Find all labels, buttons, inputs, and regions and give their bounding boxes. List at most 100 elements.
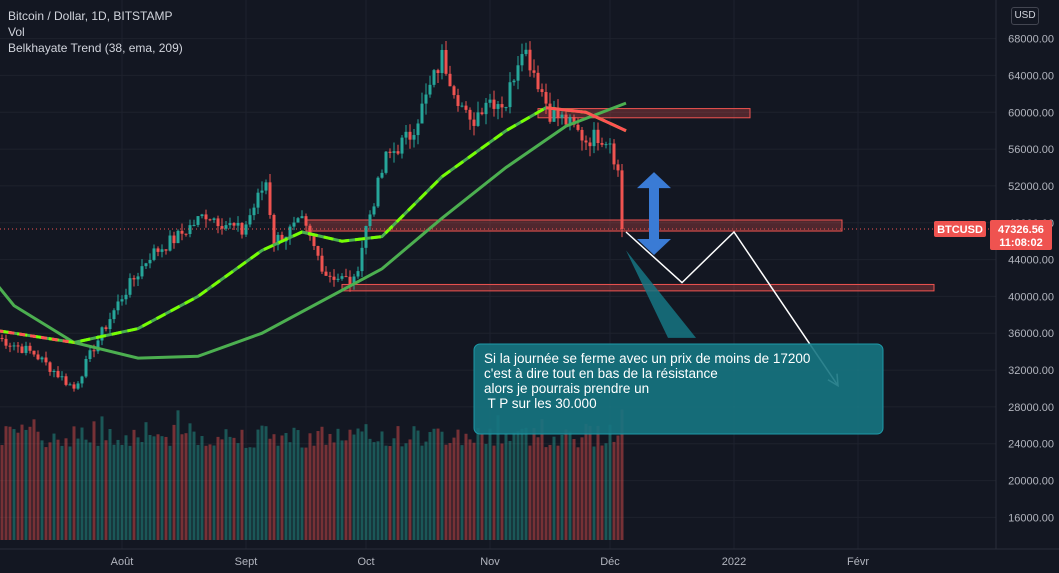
volume-bar <box>408 439 412 540</box>
price-axis[interactable]: 16000.00 20000.00 24000.00 28000.00 32000.00… <box>995 0 1059 573</box>
volume-bar <box>616 435 620 540</box>
candle-body <box>540 89 544 92</box>
candle-body <box>324 271 328 276</box>
candle-body <box>436 70 440 74</box>
volume-bar <box>184 433 188 540</box>
drawings[interactable] <box>625 172 839 388</box>
volume-bar <box>592 446 596 540</box>
candle-body <box>264 182 268 191</box>
symbol-tag <box>934 221 986 237</box>
candle-body <box>500 104 504 108</box>
trend-indicator-label[interactable]: Belkhayate Trend (38, ema, 209) <box>8 41 183 55</box>
price-tags: BTCUSD 47326.56 11:08:02 <box>934 220 1052 250</box>
volume-bar <box>260 425 264 540</box>
candle-body <box>440 49 444 74</box>
time-axis[interactable]: Août Sept Oct Nov Déc 2022 Févr <box>0 548 1059 568</box>
volume-bar <box>312 445 316 540</box>
volume-bar <box>432 428 436 540</box>
volume-bar <box>484 443 488 540</box>
volume-bar <box>12 429 16 540</box>
annotation-box[interactable] <box>473 343 884 435</box>
candle-body <box>204 214 208 220</box>
candle-body <box>488 99 492 103</box>
candle-body <box>328 275 332 277</box>
candle-body <box>156 248 160 252</box>
candle-body <box>416 123 420 136</box>
candle-body <box>468 109 472 120</box>
candle-body <box>168 235 172 251</box>
time-tick-label: Août <box>111 556 134 568</box>
candle-body <box>456 95 460 107</box>
support-resistance-zones[interactable] <box>305 108 935 292</box>
volume-bar <box>336 428 340 540</box>
candle-body <box>556 109 560 118</box>
candle-body <box>4 338 8 346</box>
volume-bar <box>416 430 420 540</box>
time-tick-label: Déc <box>600 556 620 568</box>
annotation-callout[interactable]: Si la journée se ferme avec un prix de m… <box>473 343 884 435</box>
candle-body <box>148 259 152 264</box>
volume-bar <box>180 434 184 540</box>
volume-bar <box>196 445 200 540</box>
candle-body <box>392 151 396 153</box>
volume-bar <box>212 445 216 540</box>
candle-body <box>340 276 344 279</box>
candle-body <box>504 107 508 109</box>
candle-body <box>528 49 532 71</box>
volume-indicator-label[interactable]: Vol <box>8 25 25 39</box>
candle-body <box>332 276 336 280</box>
volume-bar <box>516 431 520 540</box>
candle-body <box>432 70 436 85</box>
volume-bar <box>452 437 456 540</box>
candle-body <box>228 223 232 226</box>
candle-body <box>48 362 52 372</box>
candle-body <box>484 102 488 115</box>
candle-body <box>496 104 500 109</box>
volume-bar <box>388 446 392 540</box>
candle-body <box>224 225 228 229</box>
annotation-line-4: T P sur les 30.000 <box>484 396 597 411</box>
candle-body <box>40 357 44 360</box>
price-tick-label: 36000.00 <box>1008 328 1054 340</box>
candle-body <box>376 177 380 207</box>
volume-bar <box>288 442 292 540</box>
candle-body <box>212 218 216 220</box>
candle-body <box>88 350 92 360</box>
candle-body <box>380 172 384 178</box>
volume-bar <box>248 447 252 540</box>
candle-body <box>384 151 388 173</box>
candle-body <box>620 170 624 229</box>
candle-body <box>52 371 56 373</box>
volume-bar <box>132 429 136 540</box>
currency-button[interactable]: USD <box>1011 7 1039 25</box>
candle-body <box>72 384 76 389</box>
time-tick-label: Oct <box>357 556 374 568</box>
candle-body <box>444 49 448 74</box>
candle-body <box>144 263 148 267</box>
volume-bar <box>208 444 212 540</box>
candle-body <box>232 223 236 226</box>
symbol-tag-text: BTCUSD <box>937 224 983 236</box>
candle-body <box>576 124 580 130</box>
volume-bar <box>124 435 128 540</box>
candle-body <box>428 84 432 95</box>
volume-bar <box>216 436 220 540</box>
candle-body <box>92 350 96 352</box>
candle-body <box>8 345 12 347</box>
volume-bar <box>472 442 476 540</box>
candle-body <box>96 340 100 352</box>
symbol-title[interactable]: Bitcoin / Dollar, 1D, BITSTAMP <box>8 9 173 23</box>
time-tick-label: 2022 <box>722 556 746 568</box>
volume-bar <box>620 409 624 540</box>
candle-body <box>220 226 224 229</box>
candle-body <box>260 190 264 193</box>
candle-body <box>420 103 424 124</box>
candles <box>0 40 624 392</box>
candle-body <box>244 224 248 235</box>
volume-bar <box>284 433 288 540</box>
candle-body <box>368 214 372 227</box>
candle-body <box>268 182 272 215</box>
volume-bar <box>500 443 504 540</box>
volume-bar <box>536 437 540 540</box>
